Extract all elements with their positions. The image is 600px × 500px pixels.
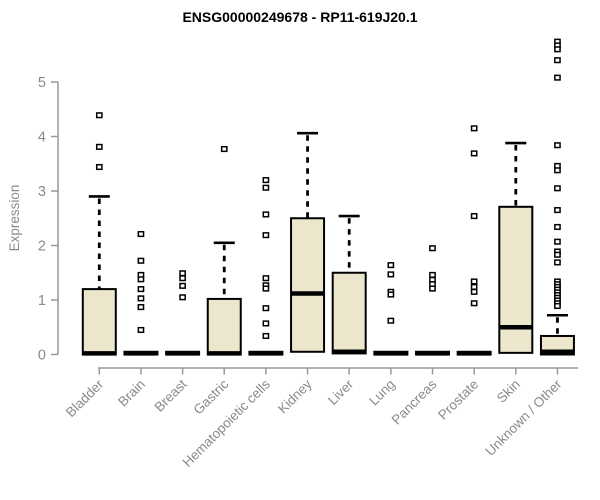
outlier-prostate bbox=[470, 213, 478, 220]
outlier-breast bbox=[179, 282, 186, 289]
box-kidney bbox=[290, 217, 326, 353]
outlier-unknown-other bbox=[554, 302, 561, 310]
outlier-hematopoietic-cells bbox=[262, 332, 270, 340]
outlier-brain bbox=[137, 231, 145, 238]
outlier-prostate bbox=[470, 288, 478, 295]
outlier-hematopoietic-cells bbox=[262, 177, 270, 184]
outlier-gastric bbox=[220, 145, 228, 153]
outlier-pancreas bbox=[429, 271, 436, 278]
outlier-bladder bbox=[95, 143, 103, 150]
outlier-prostate bbox=[470, 300, 478, 307]
box-bladder bbox=[81, 288, 117, 356]
outlier-prostate bbox=[470, 278, 478, 285]
outlier-hematopoietic-cells bbox=[262, 184, 270, 191]
outlier-hematopoietic-cells bbox=[262, 320, 270, 327]
x-tick-label-pancreas: Pancreas bbox=[389, 376, 440, 427]
outlier-unknown-other bbox=[554, 251, 561, 258]
box-skin bbox=[498, 205, 534, 354]
outlier-unknown-other bbox=[554, 207, 561, 214]
outlier-unknown-other bbox=[554, 185, 561, 192]
outlier-prostate bbox=[470, 125, 478, 132]
y-tick-label-2: 2 bbox=[38, 239, 46, 255]
outlier-breast bbox=[179, 275, 186, 282]
x-tick-label-skin: Skin bbox=[494, 377, 523, 406]
outlier-brain bbox=[137, 304, 145, 311]
y-tick-label-3: 3 bbox=[38, 184, 46, 200]
y-tick-label-0: 0 bbox=[38, 348, 46, 364]
outlier-bladder bbox=[95, 163, 103, 171]
outlier-breast bbox=[179, 294, 186, 301]
outlier-bladder bbox=[95, 112, 103, 119]
x-tick-label-breast: Breast bbox=[152, 376, 190, 414]
outlier-breast bbox=[179, 270, 186, 277]
outlier-lung bbox=[387, 291, 395, 298]
outlier-unknown-other bbox=[554, 167, 561, 174]
outlier-pancreas bbox=[429, 285, 436, 292]
outlier-pancreas bbox=[429, 245, 436, 252]
box-liver bbox=[331, 271, 367, 355]
outlier-brain bbox=[137, 257, 145, 264]
outlier-lung bbox=[387, 317, 395, 324]
outlier-unknown-other bbox=[554, 74, 561, 81]
y-tick-label-1: 1 bbox=[38, 293, 46, 309]
outlier-unknown-other bbox=[554, 223, 561, 231]
outlier-unknown-other bbox=[554, 259, 561, 266]
outlier-hematopoietic-cells bbox=[262, 275, 270, 282]
outlier-brain bbox=[137, 286, 145, 293]
x-tick-label-unknown-other: Unknown / Other bbox=[482, 376, 565, 459]
y-axis-title: Expression bbox=[7, 185, 22, 252]
chart-title: ENSG00000249678 - RP11-619J20.1 bbox=[182, 9, 417, 25]
outlier-lung bbox=[387, 271, 395, 278]
outlier-hematopoietic-cells bbox=[262, 232, 270, 239]
outlier-unknown-other bbox=[554, 238, 561, 245]
outlier-hematopoietic-cells bbox=[262, 285, 270, 292]
x-tick-label-kidney: Kidney bbox=[275, 376, 315, 416]
y-tick-label-5: 5 bbox=[38, 75, 46, 91]
outlier-hematopoietic-cells bbox=[262, 211, 270, 218]
outlier-unknown-other bbox=[554, 46, 561, 53]
box-gastric bbox=[206, 297, 242, 356]
y-tick-label-4: 4 bbox=[38, 130, 46, 146]
x-tick-label-gastric: Gastric bbox=[191, 376, 232, 417]
outlier-brain bbox=[137, 326, 145, 334]
outlier-prostate bbox=[470, 150, 478, 157]
x-tick-label-lung: Lung bbox=[366, 377, 398, 409]
outlier-brain bbox=[137, 295, 145, 302]
outlier-prostate bbox=[470, 283, 478, 290]
x-tick-label-liver: Liver bbox=[325, 376, 357, 408]
outlier-brain bbox=[137, 276, 145, 283]
outlier-unknown-other bbox=[554, 142, 561, 149]
outlier-unknown-other bbox=[554, 57, 561, 64]
outlier-lung bbox=[387, 262, 395, 269]
x-tick-label-brain: Brain bbox=[115, 377, 148, 410]
outlier-hematopoietic-cells bbox=[262, 305, 270, 312]
x-tick-label-bladder: Bladder bbox=[63, 376, 107, 420]
x-tick-label-prostate: Prostate bbox=[435, 377, 481, 423]
